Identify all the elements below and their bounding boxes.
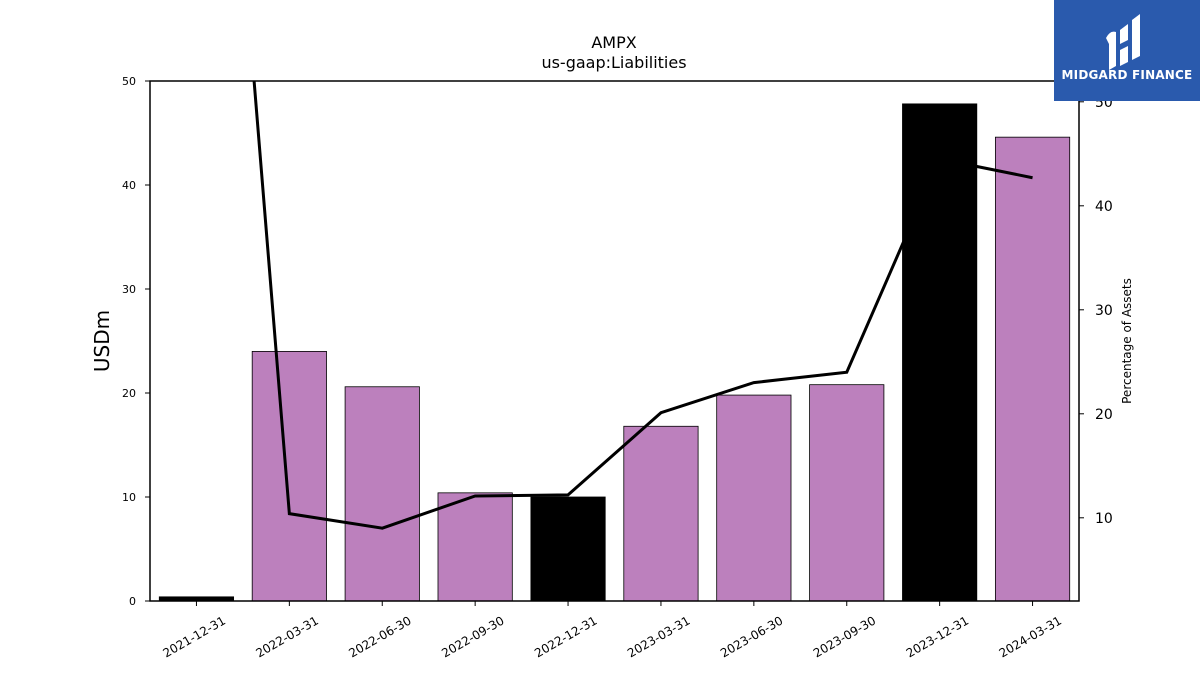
y2-tick-label: 30 <box>1095 303 1113 319</box>
y2-tick-label: 20 <box>1095 407 1113 423</box>
y2-tick-label: 40 <box>1095 199 1113 215</box>
x-tick-label: 2024-03-31 <box>997 613 1064 660</box>
bar-2023-09-30 <box>809 384 885 602</box>
y-tick-label: 40 <box>122 179 136 192</box>
midgard-finance-logo: MIDGARD FINANCE <box>1054 0 1200 101</box>
y2-axis-label: Percentage of Assets <box>1120 278 1134 404</box>
axes-layer <box>149 80 1080 602</box>
bar-2024-03-31 <box>994 136 1071 602</box>
line-layer <box>252 81 1033 530</box>
x-tick-label: 2023-12-31 <box>904 613 971 660</box>
x-tick-label: 2022-12-31 <box>532 613 599 660</box>
bars-layer <box>158 103 1071 602</box>
bar-2023-06-30 <box>716 394 792 602</box>
x-tick-label: 2023-09-30 <box>811 613 878 660</box>
y-tick-label: 30 <box>122 283 136 296</box>
bar-2023-03-31 <box>623 425 699 602</box>
y-tick-label: 0 <box>129 595 136 608</box>
x-tick-label: 2023-06-30 <box>718 613 785 660</box>
percentage-of-assets-line <box>252 81 1033 530</box>
logo-text: MIDGARD FINANCE <box>1061 68 1193 82</box>
y-tick-label: 50 <box>122 75 136 88</box>
x-tick-label: 2022-06-30 <box>346 613 413 660</box>
plot-frame <box>149 80 1080 602</box>
bar-2023-12-31 <box>902 103 978 602</box>
y2-tick-label: 10 <box>1095 511 1113 527</box>
x-tick-label: 2023-03-31 <box>625 613 692 660</box>
bar-2022-06-30 <box>344 386 420 602</box>
y-axis-label: USDm <box>90 310 114 372</box>
bar-2022-12-31 <box>530 496 606 602</box>
y-tick-label: 20 <box>122 387 136 400</box>
x-tick-label: 2022-03-31 <box>253 613 320 660</box>
midgard-logo-icon <box>1106 14 1140 71</box>
chart-subtitle: us-gaap:Liabilities <box>541 53 686 72</box>
y-tick-label: 10 <box>122 491 136 504</box>
bar-2022-03-31 <box>251 350 327 602</box>
x-tick-label: 2021-12-31 <box>161 613 228 660</box>
x-tick-label: 2022-09-30 <box>439 613 506 660</box>
bar-2022-09-30 <box>437 492 513 602</box>
chart-title: AMPX <box>591 33 636 52</box>
